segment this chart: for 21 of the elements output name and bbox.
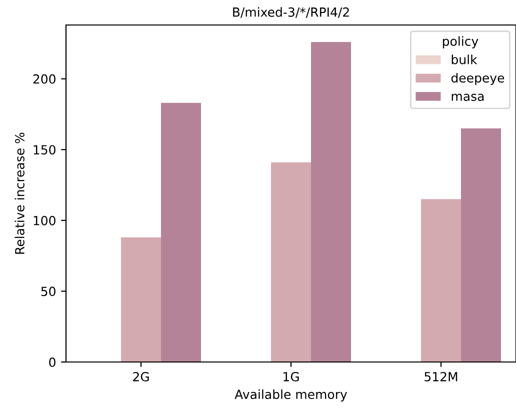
- legend-label: masa: [452, 94, 484, 101]
- bar: [311, 42, 351, 362]
- bar: [421, 199, 461, 362]
- y-tick-label: 200: [33, 74, 56, 84]
- chart-title: B/mixed-3/*/RPI4/2: [233, 7, 349, 18]
- bar: [161, 102, 201, 362]
- x-tick-label: 1G: [284, 372, 299, 382]
- legend-label: bulk: [452, 54, 478, 64]
- bar: [271, 162, 311, 362]
- y-tick-label: 50: [41, 286, 56, 296]
- y-axis-title: Relative increase %: [14, 132, 24, 254]
- y-tick-label: 100: [34, 216, 56, 226]
- bar: [121, 237, 161, 362]
- bar: [461, 128, 501, 362]
- x-tick-label: 512M: [424, 372, 458, 382]
- x-tick-label: 2G: [133, 372, 149, 382]
- x-axis-title: Available memory: [234, 389, 348, 402]
- y-tick-label: 0: [49, 357, 56, 367]
- legend-title: policy: [442, 36, 478, 48]
- legend-label: deepeye: [451, 72, 504, 86]
- y-tick-label: 150: [34, 145, 56, 155]
